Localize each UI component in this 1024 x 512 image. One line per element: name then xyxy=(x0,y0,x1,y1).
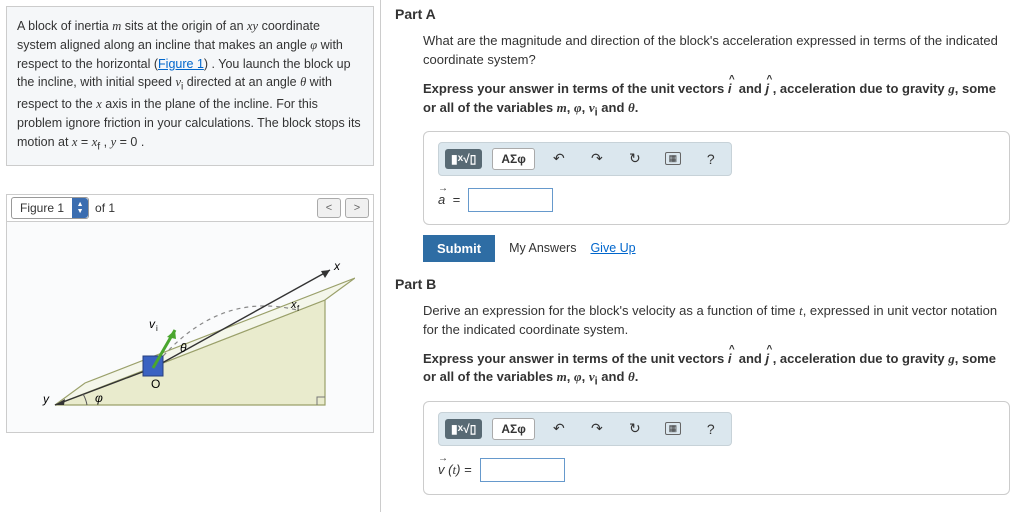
part-a-question: What are the magnitude and direction of … xyxy=(423,32,1010,70)
part-a-instructions: Express your answer in terms of the unit… xyxy=(423,80,1010,121)
part-b-eq-label: v (t) = xyxy=(438,462,472,478)
help-icon[interactable]: ? xyxy=(697,417,725,441)
my-answers-label: My Answers xyxy=(509,241,576,255)
svg-text:i: i xyxy=(156,324,158,333)
equation-toolbar: ▮x√▯ ΑΣφ ↶ ↷ ↻ ▦ ? xyxy=(438,142,732,176)
svg-text:v: v xyxy=(149,317,156,331)
undo-icon[interactable]: ↶ xyxy=(545,417,573,441)
right-column: Part A What are the magnitude and direct… xyxy=(380,0,1024,512)
keyboard-icon[interactable]: ▦ xyxy=(659,417,687,441)
svg-text:x: x xyxy=(290,299,297,311)
svg-text:y: y xyxy=(42,392,50,406)
incline-diagram: y x x f v i θ xyxy=(25,230,355,425)
figure-count: of 1 xyxy=(95,201,115,215)
templates-button[interactable]: ▮x√▯ xyxy=(445,149,482,169)
part-a-submit-row: Submit My Answers Give Up xyxy=(423,235,1010,262)
part-a: Part A What are the magnitude and direct… xyxy=(395,6,1010,262)
figure-tabbar: Figure 1 ▲▼ of 1 < > xyxy=(7,195,373,222)
figure-tab-label: Figure 1 xyxy=(12,201,72,215)
svg-text:O: O xyxy=(151,377,160,391)
redo-icon[interactable]: ↷ xyxy=(583,147,611,171)
svg-text:x: x xyxy=(333,259,341,273)
part-a-answer-box: ▮x√▯ ΑΣφ ↶ ↷ ↻ ▦ ? a = xyxy=(423,131,1010,225)
part-b: Part B Derive an expression for the bloc… xyxy=(395,276,1010,495)
submit-button[interactable]: Submit xyxy=(423,235,495,262)
left-column: A block of inertia m sits at the origin … xyxy=(0,0,380,512)
greek-button[interactable]: ΑΣφ xyxy=(492,148,534,170)
part-b-answer-box: ▮x√▯ ΑΣφ ↶ ↷ ↻ ▦ ? v (t) = xyxy=(423,401,1010,495)
problem-statement: A block of inertia m sits at the origin … xyxy=(6,6,374,166)
reset-icon[interactable]: ↻ xyxy=(621,147,649,171)
help-icon[interactable]: ? xyxy=(697,147,725,171)
redo-icon[interactable]: ↷ xyxy=(583,417,611,441)
give-up-link[interactable]: Give Up xyxy=(590,241,635,255)
part-b-answer-input[interactable] xyxy=(480,458,565,482)
svg-text:θ: θ xyxy=(180,341,187,355)
part-a-eq-label: a = xyxy=(438,192,460,207)
figure-tab[interactable]: Figure 1 ▲▼ xyxy=(11,197,89,219)
figure-panel: Figure 1 ▲▼ of 1 < > xyxy=(6,194,374,433)
keyboard-icon[interactable]: ▦ xyxy=(659,147,687,171)
part-a-equation-row: a = xyxy=(438,188,995,212)
svg-text:φ: φ xyxy=(95,391,103,405)
part-b-question: Derive an expression for the block's vel… xyxy=(423,302,1010,340)
part-b-equation-row: v (t) = xyxy=(438,458,995,482)
figure-body: y x x f v i θ xyxy=(7,222,373,432)
part-b-instructions: Express your answer in terms of the unit… xyxy=(423,350,1010,391)
equation-toolbar-b: ▮x√▯ ΑΣφ ↶ ↷ ↻ ▦ ? xyxy=(438,412,732,446)
part-b-title: Part B xyxy=(395,276,1010,292)
undo-icon[interactable]: ↶ xyxy=(545,147,573,171)
figure-next-button[interactable]: > xyxy=(345,198,369,218)
part-a-title: Part A xyxy=(395,6,1010,22)
part-a-answer-input[interactable] xyxy=(468,188,553,212)
templates-button[interactable]: ▮x√▯ xyxy=(445,419,482,439)
figure-prev-button[interactable]: < xyxy=(317,198,341,218)
greek-button[interactable]: ΑΣφ xyxy=(492,418,534,440)
reset-icon[interactable]: ↻ xyxy=(621,417,649,441)
figure-tab-stepper[interactable]: ▲▼ xyxy=(72,198,88,218)
